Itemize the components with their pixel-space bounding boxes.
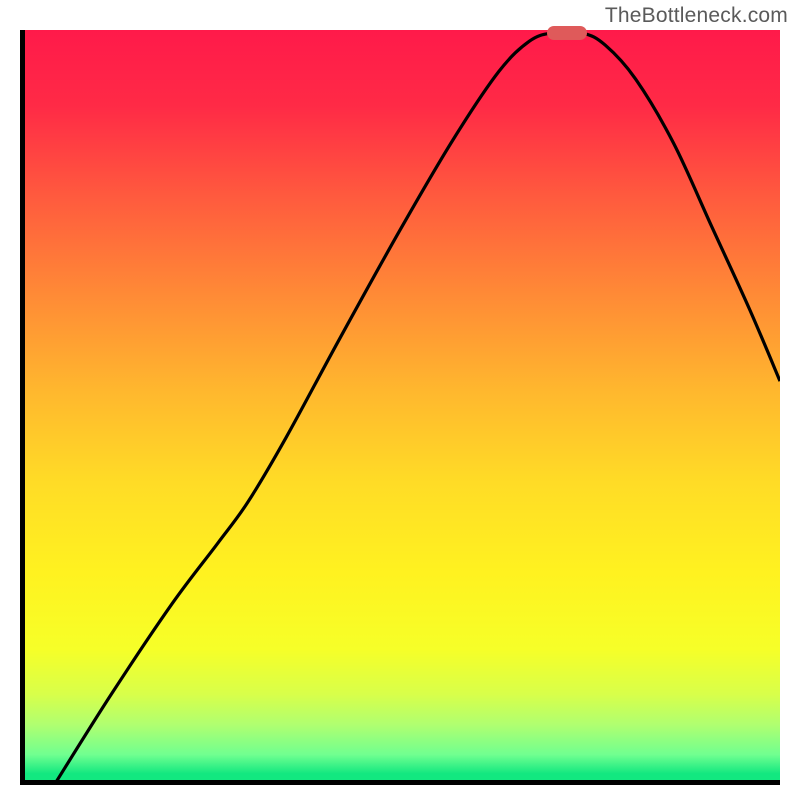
y-axis-line [20, 30, 25, 785]
watermark-text: TheBottleneck.com [605, 4, 788, 28]
bottleneck-chart [20, 30, 780, 785]
x-axis-line [20, 780, 780, 785]
optimal-point-marker [547, 26, 587, 40]
chart-curve [20, 30, 780, 785]
